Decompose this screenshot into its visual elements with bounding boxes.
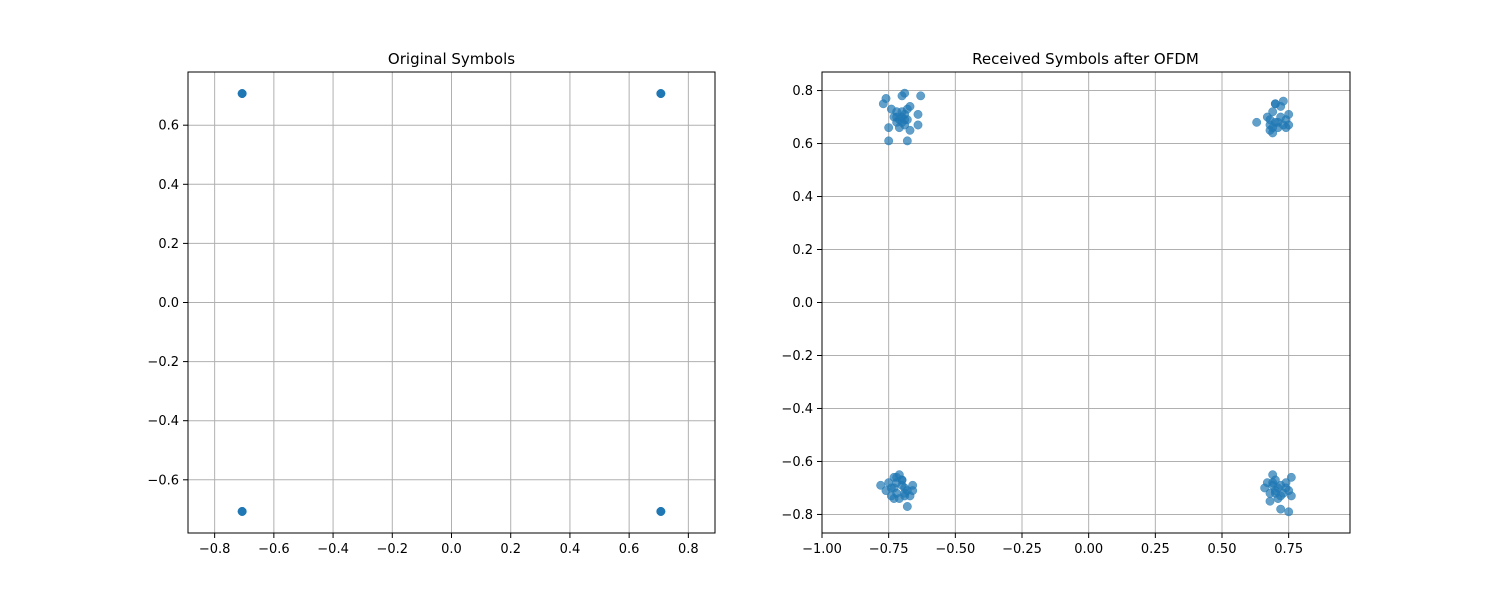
data-point [656, 89, 666, 98]
x-tick-label: −0.6 [258, 542, 290, 557]
data-point [1284, 109, 1294, 119]
plot-title-original: Original Symbols [388, 50, 515, 68]
y-tick-label: −0.2 [147, 355, 179, 370]
data-point [913, 120, 923, 130]
x-tick-label: 0.75 [1274, 542, 1303, 557]
data-point [1268, 107, 1278, 117]
x-tick-label: −0.50 [935, 542, 975, 557]
ticks-received: −1.00 −0.75 −0.50 −0.25 0.00 0.25 0.50 0.75 −0.8… [781, 84, 1303, 557]
data-point [237, 507, 247, 516]
y-tick-label: −0.8 [781, 508, 813, 523]
data-point [1284, 507, 1294, 517]
data-point [1270, 99, 1280, 109]
x-tick-label: 0.0 [441, 542, 462, 557]
y-tick-label: 0.4 [792, 190, 813, 205]
points-received [876, 88, 1296, 517]
data-point [1281, 483, 1291, 493]
x-tick-label: −0.25 [1002, 542, 1042, 557]
data-point [913, 109, 923, 119]
x-tick-label: 0.2 [500, 542, 521, 557]
y-tick-label: 0.2 [158, 237, 179, 252]
y-tick-label: −0.6 [781, 455, 813, 470]
data-point [1268, 478, 1278, 488]
x-tick-label: 0.4 [560, 542, 581, 557]
data-point [916, 91, 926, 101]
data-point [656, 507, 666, 516]
x-tick-label: 0.00 [1074, 542, 1103, 557]
data-point [1286, 472, 1296, 482]
data-point [1265, 496, 1275, 506]
data-point [881, 94, 891, 103]
data-point [889, 494, 899, 504]
data-point [876, 480, 886, 490]
data-point [892, 112, 902, 122]
y-tick-label: 0.0 [158, 296, 179, 311]
points-original [237, 89, 666, 516]
data-point [1270, 488, 1280, 498]
plot-received-symbols: Received Symbols after OFDM −1.00 −0.75 −0… [781, 50, 1351, 557]
x-tick-label: 0.50 [1208, 542, 1237, 557]
y-tick-label: −0.2 [781, 349, 813, 364]
y-tick-label: −0.6 [147, 473, 179, 488]
y-tick-label: 0.6 [158, 119, 179, 134]
ticks-original: −0.8 −0.6 −0.4 −0.2 0.0 0.2 0.4 0.6 0.8 −0.6 −0.4 −… [147, 119, 698, 557]
data-point [900, 88, 910, 98]
plot-title-received: Received Symbols after OFDM [972, 50, 1199, 68]
data-point [1278, 96, 1288, 106]
data-point [905, 101, 915, 111]
y-tick-label: −0.4 [781, 402, 813, 417]
data-point [908, 486, 918, 496]
data-point [1265, 115, 1275, 125]
x-tick-label: 0.25 [1141, 542, 1170, 557]
data-point [902, 136, 912, 146]
x-tick-label: 0.8 [678, 542, 699, 557]
data-point [900, 488, 910, 498]
data-point [892, 472, 902, 482]
x-tick-label: −0.8 [199, 542, 231, 557]
data-point [1268, 123, 1278, 133]
data-point [886, 483, 896, 493]
x-tick-label: −0.2 [376, 542, 408, 557]
x-tick-label: −1.00 [802, 542, 842, 557]
y-tick-label: 0.8 [792, 84, 813, 99]
x-tick-label: −0.4 [317, 542, 349, 557]
data-point [884, 136, 894, 146]
data-point [237, 89, 247, 98]
data-point [900, 115, 910, 125]
x-tick-label: −0.75 [869, 542, 909, 557]
data-point [884, 123, 894, 133]
data-point [902, 502, 912, 511]
y-tick-label: 0.4 [158, 178, 179, 193]
data-point [1252, 117, 1262, 127]
data-point [1278, 120, 1288, 130]
grid-original [188, 72, 715, 533]
data-point [1276, 504, 1286, 514]
y-tick-label: 0.2 [792, 243, 813, 258]
plot-original-symbols: Original Symbols −0.8 −0.6 −0.4 −0.2 0.0 0.2 0… [147, 50, 716, 557]
data-point [905, 125, 915, 135]
data-point [897, 107, 907, 117]
data-point [1286, 491, 1296, 501]
x-tick-label: 0.6 [619, 542, 640, 557]
y-tick-label: 0.0 [792, 296, 813, 311]
y-tick-label: −0.4 [147, 414, 179, 429]
y-tick-label: 0.6 [792, 137, 813, 152]
